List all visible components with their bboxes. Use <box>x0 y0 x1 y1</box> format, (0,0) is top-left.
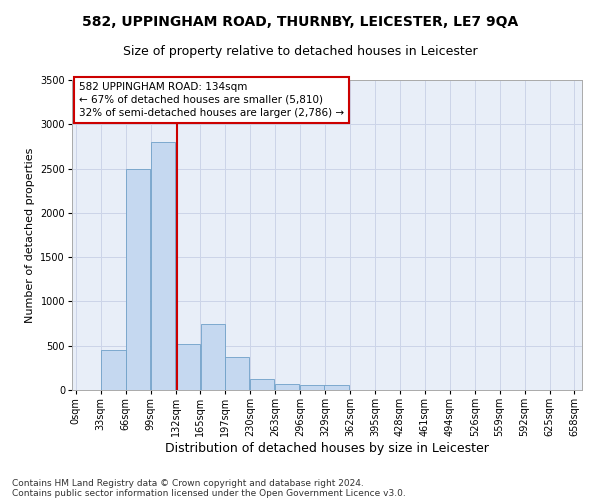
Bar <box>151 142 175 390</box>
Bar <box>250 379 274 390</box>
Bar <box>200 324 225 390</box>
Text: 582, UPPINGHAM ROAD, THURNBY, LEICESTER, LE7 9QA: 582, UPPINGHAM ROAD, THURNBY, LEICESTER,… <box>82 15 518 29</box>
Text: Contains public sector information licensed under the Open Government Licence v3: Contains public sector information licen… <box>12 488 406 498</box>
Y-axis label: Number of detached properties: Number of detached properties <box>25 148 35 322</box>
Text: Contains HM Land Registry data © Crown copyright and database right 2024.: Contains HM Land Registry data © Crown c… <box>12 478 364 488</box>
Bar <box>126 168 151 390</box>
Text: 582 UPPINGHAM ROAD: 134sqm
← 67% of detached houses are smaller (5,810)
32% of s: 582 UPPINGHAM ROAD: 134sqm ← 67% of deta… <box>79 82 344 118</box>
Bar <box>225 357 250 390</box>
Bar <box>275 384 299 390</box>
Bar <box>299 385 324 390</box>
X-axis label: Distribution of detached houses by size in Leicester: Distribution of detached houses by size … <box>165 442 489 455</box>
Text: Size of property relative to detached houses in Leicester: Size of property relative to detached ho… <box>122 45 478 58</box>
Bar <box>325 385 349 390</box>
Bar <box>101 350 125 390</box>
Bar <box>176 344 200 390</box>
